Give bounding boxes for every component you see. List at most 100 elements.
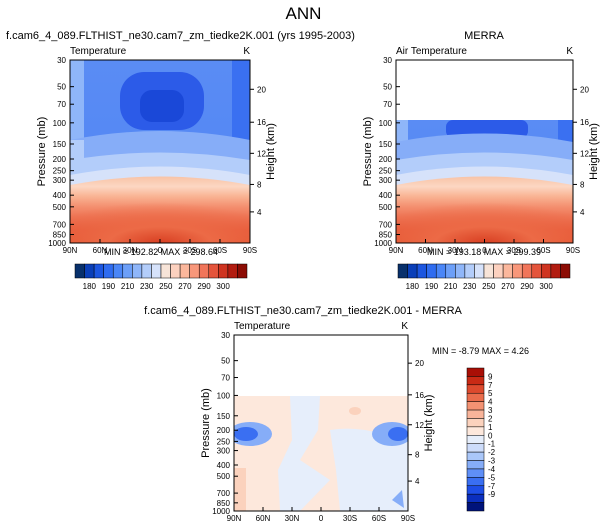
difference-panel <box>233 334 409 512</box>
obs-y2tick-label: 8 <box>580 180 585 189</box>
model-panel <box>69 59 251 244</box>
obs-xtick-label: 60S <box>536 246 550 255</box>
obs-ytick-label: 300 <box>379 176 393 185</box>
difference-colorbar-label: 1 <box>488 423 493 432</box>
model-colorbar-label: 300 <box>216 282 230 291</box>
difference-ytick-label: 500 <box>217 472 231 481</box>
model-ytick-label: 850 <box>53 231 67 240</box>
difference-colorbar-label: 7 <box>488 381 493 390</box>
difference-colorbar-box <box>466 418 485 428</box>
model-colorbar-box <box>227 263 238 279</box>
obs-y2tick-label: 4 <box>580 208 585 217</box>
obs-xtick-label: 30S <box>507 246 521 255</box>
model-ytick-label: 200 <box>53 155 67 164</box>
obs-colorbar-label: 250 <box>482 282 496 291</box>
obs-colorbar-label: 270 <box>501 282 515 291</box>
model-colorbar-box <box>208 263 219 279</box>
obs-colorbar-box <box>445 263 456 279</box>
obs-y2tick-label: 20 <box>580 85 589 94</box>
difference-colorbar-label: -9 <box>488 490 496 499</box>
difference-title: f.cam6_4_089.FLTHIST_ne30.cam7_zm_tiedke… <box>144 305 462 317</box>
obs-ytick-label: 700 <box>379 220 393 229</box>
obs-subtitle-right: K <box>566 46 573 57</box>
model-colorbar-box <box>84 263 95 279</box>
model-colorbar-label: 230 <box>140 282 154 291</box>
obs-panel <box>395 59 574 244</box>
model-colorbar-box <box>141 263 152 279</box>
obs-ytick-label: 70 <box>383 100 392 109</box>
obs-xtick-label: 90N <box>389 246 404 255</box>
model-colorbar-label: 180 <box>83 282 97 291</box>
model-colorbar-box <box>112 263 124 279</box>
difference-y2tick-label: 20 <box>415 359 424 368</box>
obs-ytick-label: 400 <box>379 191 393 200</box>
difference-colorbar-box <box>466 376 485 386</box>
model-colorbar-box <box>218 263 229 279</box>
model-xtick-label: 30N <box>123 246 138 255</box>
difference-colorbar-label: -2 <box>488 448 496 457</box>
obs-colorbar-box <box>474 263 485 279</box>
model-ytick-label: 70 <box>57 100 66 109</box>
difference-ytick-label: 100 <box>217 391 231 400</box>
difference-colorbar-label: -3 <box>488 457 496 466</box>
difference-ytick-label: 700 <box>217 489 231 498</box>
difference-colorbar-label: 3 <box>488 406 493 415</box>
model-colorbar-label: 290 <box>197 282 211 291</box>
model-ytick-label: 500 <box>53 203 67 212</box>
obs-ytick-label: 150 <box>379 140 393 149</box>
difference-colorbar-box <box>466 451 485 461</box>
model-ytick-label: 50 <box>57 83 66 92</box>
difference-y2tick-label: 16 <box>415 391 424 400</box>
obs-y2tick-label: 12 <box>580 149 589 158</box>
difference-colorbar-label: -7 <box>488 482 496 491</box>
model-subtitle-right: K <box>243 46 250 57</box>
difference-colorbar-label: -5 <box>488 473 496 482</box>
model-contour-field <box>70 60 250 243</box>
model-xtick-label: 90N <box>63 246 78 255</box>
difference-xtick-label: 30N <box>285 514 300 523</box>
model-colorbar-box <box>122 263 133 279</box>
difference-colorbar-label: 2 <box>488 414 493 423</box>
difference-colorbar-box <box>466 468 485 478</box>
model-ytick-label: 700 <box>53 220 67 229</box>
obs-colorbar-box <box>502 263 513 279</box>
difference-ytick-label: 1000 <box>212 507 230 516</box>
difference-colorbar-box <box>466 443 485 453</box>
obs-ytick-label: 500 <box>379 203 393 212</box>
obs-colorbar-box <box>407 263 418 279</box>
obs-colorbar-box <box>531 263 542 279</box>
model-xtick-label: 0 <box>158 246 163 255</box>
obs-ytick-label: 250 <box>379 167 393 176</box>
difference-xtick-label: 30S <box>343 514 357 523</box>
difference-colorbar-box <box>466 384 485 394</box>
obs-colorbar-box <box>455 263 466 279</box>
obs-xtick-label: 0 <box>482 246 487 255</box>
obs-title: MERRA <box>464 30 504 42</box>
obs-y2tick-label: 16 <box>580 118 589 127</box>
difference-colorbar-label: -4 <box>488 465 496 474</box>
obs-ytick-label: 1000 <box>374 239 392 248</box>
difference-subtitle-left: Temperature <box>234 321 291 332</box>
difference-ylabel: Pressure (mb) <box>200 388 212 458</box>
difference-ytick-label: 50 <box>221 357 230 366</box>
difference-colorbar-box <box>466 392 485 402</box>
obs-colorbar-box <box>560 263 571 279</box>
page-title: ANN <box>285 4 322 23</box>
difference-xtick-label: 0 <box>319 514 324 523</box>
difference-colorbar-box <box>466 409 485 419</box>
obs-colorbar-box <box>521 263 533 279</box>
difference-colorbar-box <box>466 485 485 495</box>
difference-y2tick-label: 12 <box>415 421 424 430</box>
model-ytick-label: 100 <box>53 119 67 128</box>
difference-y2label: Height (km) <box>423 395 435 452</box>
obs-colorbar-label: 300 <box>539 282 553 291</box>
obs-colorbar-label: 210 <box>444 282 458 291</box>
model-colorbar-box <box>160 263 171 279</box>
model-title: f.cam6_4_089.FLTHIST_ne30.cam7_zm_tiedke… <box>6 30 355 42</box>
difference-colorbar-box <box>466 477 485 487</box>
model-colorbar-label: 270 <box>178 282 192 291</box>
model-colorbar-box <box>237 263 248 279</box>
model-colorbar-box <box>93 263 104 279</box>
difference-colorbar-label: 4 <box>488 398 493 407</box>
model-y2tick-label: 12 <box>257 149 266 158</box>
